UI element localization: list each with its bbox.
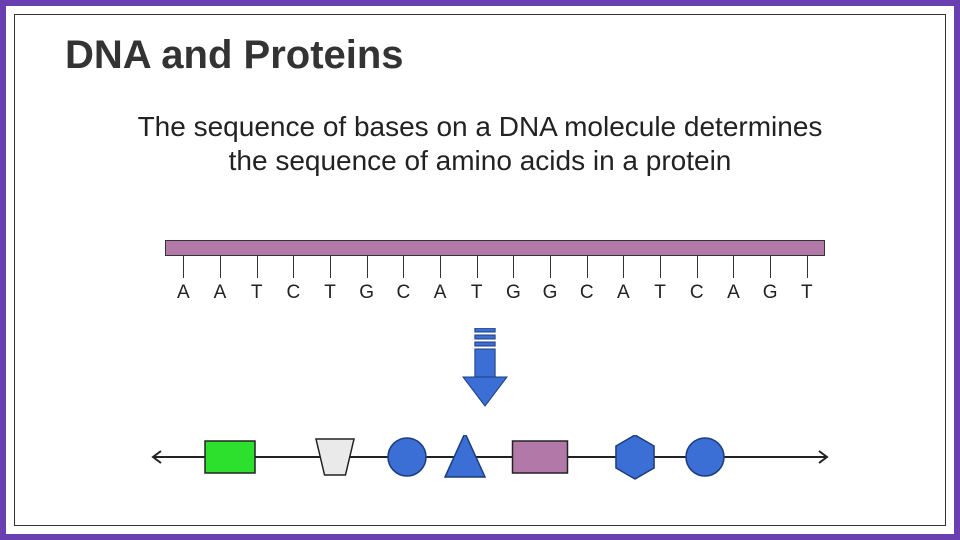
dna-tick (238, 256, 275, 278)
dna-tick (348, 256, 385, 278)
subtitle-line-1: The sequence of bases on a DNA molecule … (138, 111, 823, 142)
dna-base-label: T (238, 282, 275, 304)
dna-tick (642, 256, 679, 278)
protein-shape (388, 438, 426, 476)
dna-base-label: A (715, 282, 752, 304)
down-arrow-icon (462, 328, 508, 413)
slide-outer-border: DNA and Proteins The sequence of bases o… (0, 0, 960, 540)
dna-base-labels: AATCTGCATGGCATCAGT (165, 282, 825, 304)
dna-base-label: C (275, 282, 312, 304)
dna-tick (605, 256, 642, 278)
dna-tick (165, 256, 202, 278)
slide-inner-border: DNA and Proteins The sequence of bases o… (14, 14, 946, 526)
dna-tick (495, 256, 532, 278)
dna-tick (532, 256, 569, 278)
protein-shape (616, 435, 654, 479)
dna-backbone-bar (165, 240, 825, 256)
dna-base-label: T (642, 282, 679, 304)
dna-tick (202, 256, 239, 278)
dna-base-label: A (202, 282, 239, 304)
dna-base-label: T (788, 282, 825, 304)
dna-tick (678, 256, 715, 278)
dna-base-label: T (458, 282, 495, 304)
dna-tick (422, 256, 459, 278)
dna-base-label: C (678, 282, 715, 304)
protein-shape (316, 439, 354, 475)
protein-shape (686, 438, 724, 476)
dna-tick (752, 256, 789, 278)
dna-base-label: A (605, 282, 642, 304)
dna-tick (568, 256, 605, 278)
dna-base-label: C (568, 282, 605, 304)
dna-tick (788, 256, 825, 278)
dna-base-label: C (385, 282, 422, 304)
dna-strand-diagram: AATCTGCATGGCATCAGT (165, 240, 825, 320)
dna-base-label: G (752, 282, 789, 304)
protein-shape (205, 441, 255, 473)
dna-base-label: G (495, 282, 532, 304)
dna-tick (275, 256, 312, 278)
dna-tick (458, 256, 495, 278)
dna-base-label: A (165, 282, 202, 304)
dna-tick (385, 256, 422, 278)
dna-tick (715, 256, 752, 278)
dna-base-label: A (422, 282, 459, 304)
dna-base-label: G (348, 282, 385, 304)
dna-base-label: G (532, 282, 569, 304)
subtitle-line-2: the sequence of amino acids in a protein (229, 145, 732, 176)
dna-base-label: T (312, 282, 349, 304)
protein-chain-diagram (145, 435, 835, 495)
dna-tick (312, 256, 349, 278)
slide-subtitle: The sequence of bases on a DNA molecule … (15, 110, 945, 177)
dna-tick-row (165, 256, 825, 278)
slide-title: DNA and Proteins (65, 33, 404, 78)
protein-shape (513, 441, 568, 473)
